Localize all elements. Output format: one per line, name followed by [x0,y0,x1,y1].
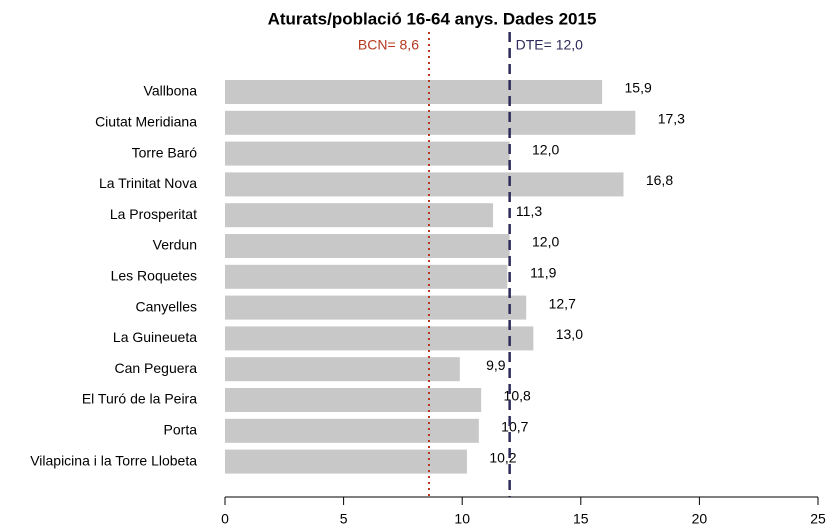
x-tick-label: 0 [221,511,229,527]
value-label: 10,8 [504,388,531,404]
x-tick-label: 10 [454,511,470,527]
bar [225,326,534,351]
y-tick-label: Porta [164,422,198,438]
bar [225,295,527,320]
bar [225,110,636,135]
bar [225,388,482,412]
reference-label: DTE= 12,0 [516,37,584,53]
y-tick-label: La Guineueta [113,329,197,345]
bar [225,357,460,382]
y-tick-label: Torre Baró [132,144,198,160]
y-tick-label: Les Roquetes [111,268,197,284]
value-label: 11,9 [530,265,556,281]
bar [225,418,479,443]
bar [225,80,603,104]
y-tick-label: Ciutat Meridiana [95,114,197,130]
x-tick-label: 20 [692,511,708,527]
y-tick-label: Vilapicina i la Torre Llobeta [30,452,197,468]
value-label: 16,8 [646,172,673,188]
value-label: 10,7 [501,419,528,435]
y-tick-label: El Turó de la Peira [82,391,197,407]
bar [225,141,510,166]
y-tick-label: La Trinitat Nova [99,175,197,191]
value-label: 15,9 [625,80,652,96]
value-label: 11,3 [516,203,542,219]
bar [225,203,494,228]
bar [225,449,467,474]
y-tick-label: La Prosperitat [110,206,197,222]
bar [225,172,624,197]
bar [225,234,510,258]
value-label: 12,7 [549,295,576,311]
y-tick-label: Canyelles [136,298,197,314]
value-label: 10,2 [489,449,516,465]
y-tick-label: Can Peguera [114,360,197,376]
bar [225,264,508,289]
y-tick-label: Verdun [153,237,197,253]
value-label: 12,0 [532,234,559,250]
x-tick-label: 25 [810,511,826,527]
value-label: 13,0 [556,326,583,342]
x-tick-label: 5 [340,511,348,527]
x-tick-label: 15 [573,511,589,527]
chart-title: Aturats/població 16-64 anys. Dades 2015 [268,9,597,28]
y-tick-label: Vallbona [144,83,198,99]
value-label: 9,9 [486,357,506,373]
reference-label: BCN= 8,6 [358,37,419,53]
value-label: 12,0 [532,141,559,157]
value-label: 17,3 [658,111,685,127]
